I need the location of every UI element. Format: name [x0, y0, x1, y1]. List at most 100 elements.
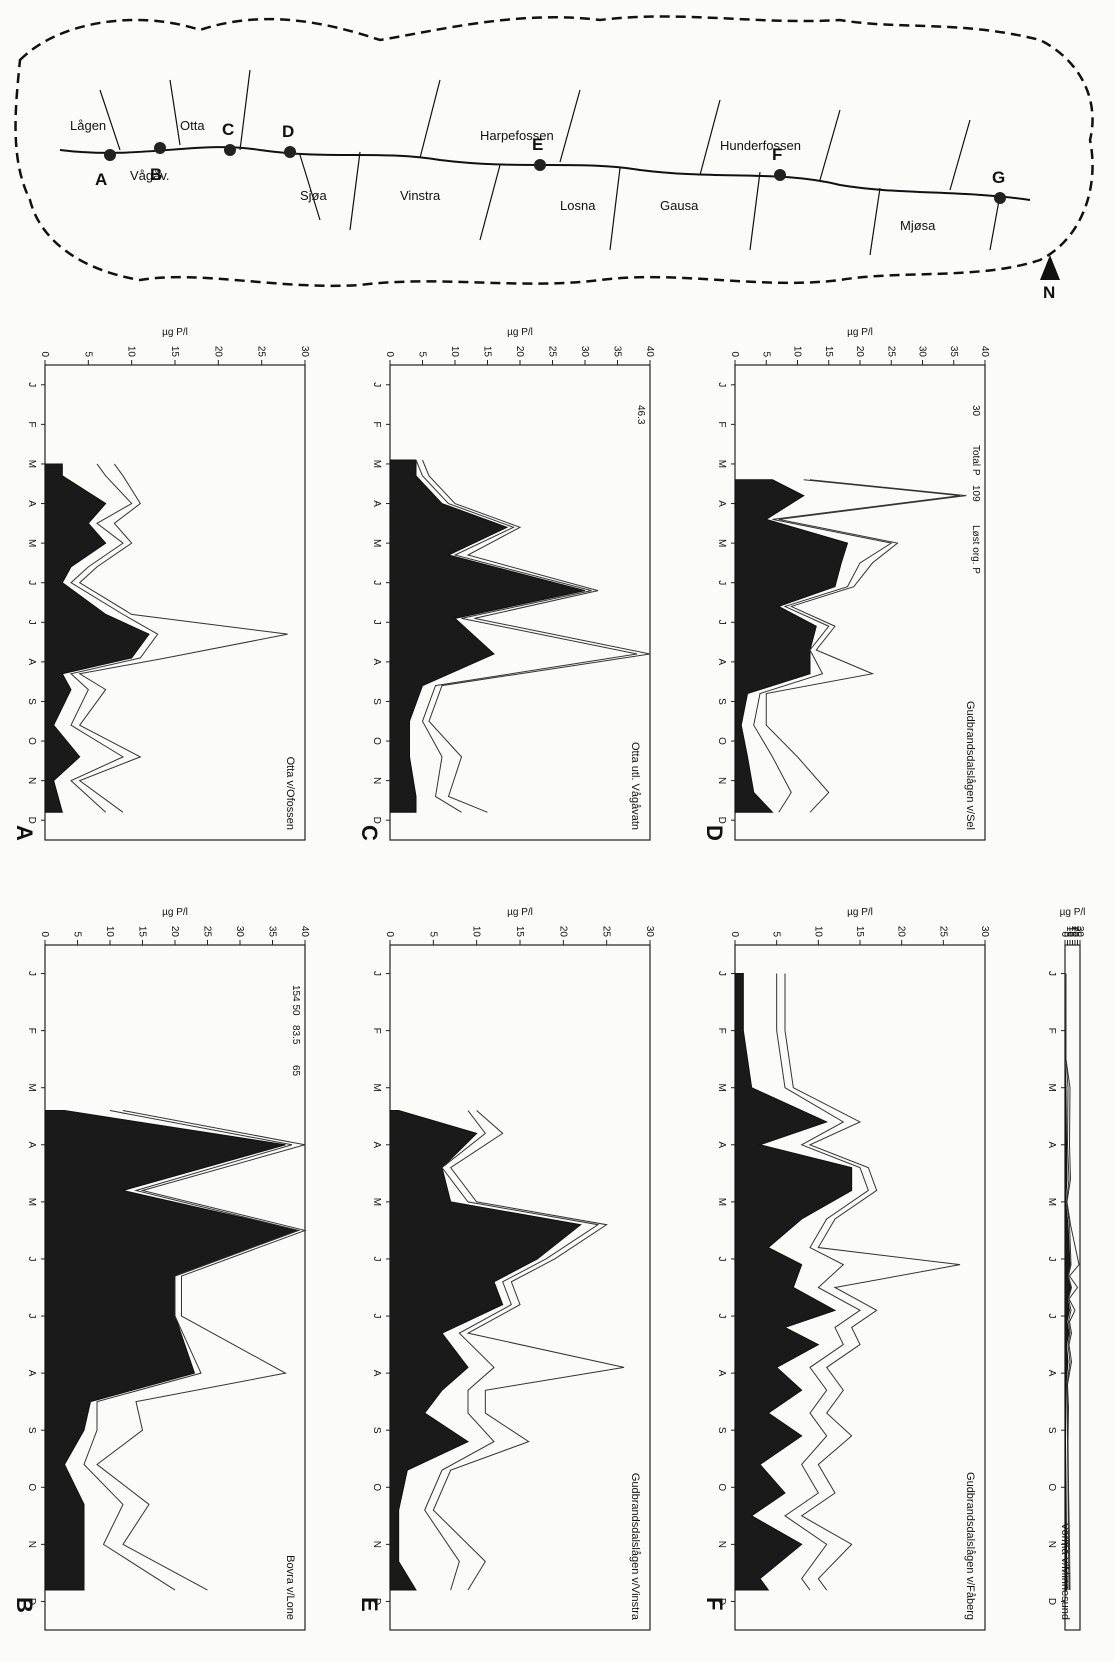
- y-tick-label: 25: [256, 346, 267, 358]
- annotation-label: 46.3: [635, 405, 646, 425]
- y-tick-label: 0: [384, 351, 395, 357]
- x-tick-label: J: [371, 971, 382, 976]
- x-tick-label: M: [371, 460, 382, 468]
- x-tick-label: O: [371, 737, 382, 745]
- y-tick-label: 5: [72, 931, 83, 937]
- chart-title: Otta v/Ofossen: [284, 757, 296, 830]
- x-tick-label: N: [371, 777, 382, 784]
- x-tick-label: J: [371, 1256, 382, 1261]
- x-tick-label: N: [1046, 1541, 1057, 1548]
- map-label-mjosa: Mjøsa: [900, 218, 936, 233]
- x-tick-label: F: [716, 421, 727, 427]
- site-markers: A B C D E F G: [95, 120, 1006, 204]
- x-tick-label: S: [716, 698, 727, 705]
- x-tick-label: J: [26, 1256, 37, 1261]
- river-basin-map: Lågen Otta Sjøa Vinstra Vågåv. Harpefoss…: [14, 15, 1094, 300]
- x-tick-label: A: [1046, 1141, 1057, 1148]
- y-tick-label: 25: [547, 346, 558, 358]
- series-line: [432, 1110, 625, 1591]
- y-axis-label: µg P/l: [507, 327, 533, 338]
- y-tick-label: 15: [137, 926, 148, 938]
- x-tick-label: M: [26, 1084, 37, 1092]
- x-tick-label: O: [716, 1483, 727, 1491]
- y-tick-label: 0: [39, 931, 50, 937]
- annotation-label: Total P: [970, 445, 981, 476]
- x-tick-label: J: [371, 580, 382, 585]
- plot-b: 0 5 10 15 20 25 30 35 40 J F M A M J J A S O N Dµg P/l Bovra …: [26, 907, 310, 1631]
- x-tick-label: A: [716, 1370, 727, 1377]
- site-b: B: [150, 165, 162, 184]
- site-c: C: [222, 120, 234, 139]
- x-tick-label: O: [26, 1483, 37, 1491]
- y-tick-label: 5: [427, 931, 438, 937]
- series-line: [424, 1110, 600, 1591]
- annotation-label: Løst org. P: [970, 525, 981, 574]
- y-tick-label: 35: [267, 926, 278, 938]
- annotation-label: 154 50: [290, 985, 301, 1016]
- x-tick-label: F: [371, 1028, 382, 1034]
- map-label-vagav: Vågåv.: [130, 168, 170, 183]
- series-dark-area: [389, 459, 586, 813]
- y-axis-label: µg P/l: [507, 907, 533, 918]
- map-label-sjoa: Sjøa: [300, 188, 328, 203]
- series-line: [1065, 973, 1073, 1591]
- y-tick-label: 25: [601, 926, 612, 938]
- site-e: E: [532, 135, 543, 154]
- y-tick-label: 15: [482, 346, 493, 358]
- panel-letter-a: A: [12, 825, 37, 841]
- basin-boundary: [14, 15, 1094, 288]
- x-tick-label: O: [716, 737, 727, 745]
- x-tick-label: D: [26, 1598, 37, 1605]
- x-tick-label: J: [371, 1314, 382, 1319]
- north-arrow-icon: N: [1040, 255, 1060, 300]
- annotation-label: 65: [290, 1065, 301, 1077]
- x-tick-label: D: [371, 817, 382, 824]
- chart-title: Bovra v/Lone: [284, 1555, 296, 1620]
- map-label-vinstra: Vinstra: [400, 188, 441, 203]
- x-tick-label: A: [26, 1370, 37, 1377]
- x-tick-label: S: [371, 698, 382, 705]
- map-label-otta: Otta: [180, 118, 205, 133]
- chart-panel-c: C 0 5 10 15 20 25 30 35 40 J F M A M J J A S O N Dµg P/l Otta…: [357, 327, 655, 841]
- chart-panel-f: F 0 5 10 15 20 25 30 J F M A M J J A S O N Dµg P/l Gudbrand…: [702, 907, 990, 1631]
- x-tick-label: A: [26, 659, 37, 666]
- y-tick-label: 10: [812, 926, 823, 938]
- y-tick-label: 0: [39, 351, 50, 357]
- x-tick-label: D: [716, 1598, 727, 1605]
- x-tick-label: M: [26, 539, 37, 547]
- x-tick-label: S: [1046, 1427, 1057, 1434]
- x-tick-label: J: [716, 382, 727, 387]
- x-tick-label: N: [371, 1541, 382, 1548]
- y-tick-label: 10: [104, 926, 115, 938]
- x-tick-label: A: [371, 659, 382, 666]
- x-tick-label: F: [371, 421, 382, 427]
- x-tick-label: O: [26, 737, 37, 745]
- plot-a: 0 5 10 15 20 25 30 J F M A M J J A S O N Dµg P/l Otta v/Ofo…: [26, 327, 310, 841]
- y-tick-label: 20: [514, 346, 525, 358]
- y-tick-label: 25: [1072, 926, 1083, 938]
- site-d: D: [282, 122, 294, 141]
- y-tick-label: 40: [644, 346, 655, 358]
- x-tick-label: M: [26, 1198, 37, 1206]
- series-line: [78, 463, 288, 813]
- x-tick-label: N: [716, 1541, 727, 1548]
- chart-panel-d: D 0 5 10 15 20 25 30 35 40 J F M A M J J A S O N Dµg P/l Gudb…: [702, 327, 990, 841]
- x-tick-label: J: [716, 580, 727, 585]
- x-tick-label: S: [26, 1427, 37, 1434]
- y-axis-label: µg P/l: [162, 327, 188, 338]
- x-tick-label: J: [26, 382, 37, 387]
- x-tick-label: A: [26, 1141, 37, 1148]
- main-river: [59, 146, 1031, 201]
- y-tick-label: 20: [212, 346, 223, 358]
- x-tick-label: M: [371, 1084, 382, 1092]
- series-dark-area: [44, 463, 150, 813]
- x-tick-label: M: [716, 1198, 727, 1206]
- x-tick-label: N: [26, 1541, 37, 1548]
- x-tick-label: M: [716, 460, 727, 468]
- y-axis-label: µg P/l: [847, 327, 873, 338]
- x-tick-label: F: [26, 1028, 37, 1034]
- series-dark-area: [734, 973, 853, 1591]
- x-tick-label: M: [26, 460, 37, 468]
- map-labels: Lågen Otta Sjøa Vinstra Vågåv. Harpefoss…: [70, 118, 936, 233]
